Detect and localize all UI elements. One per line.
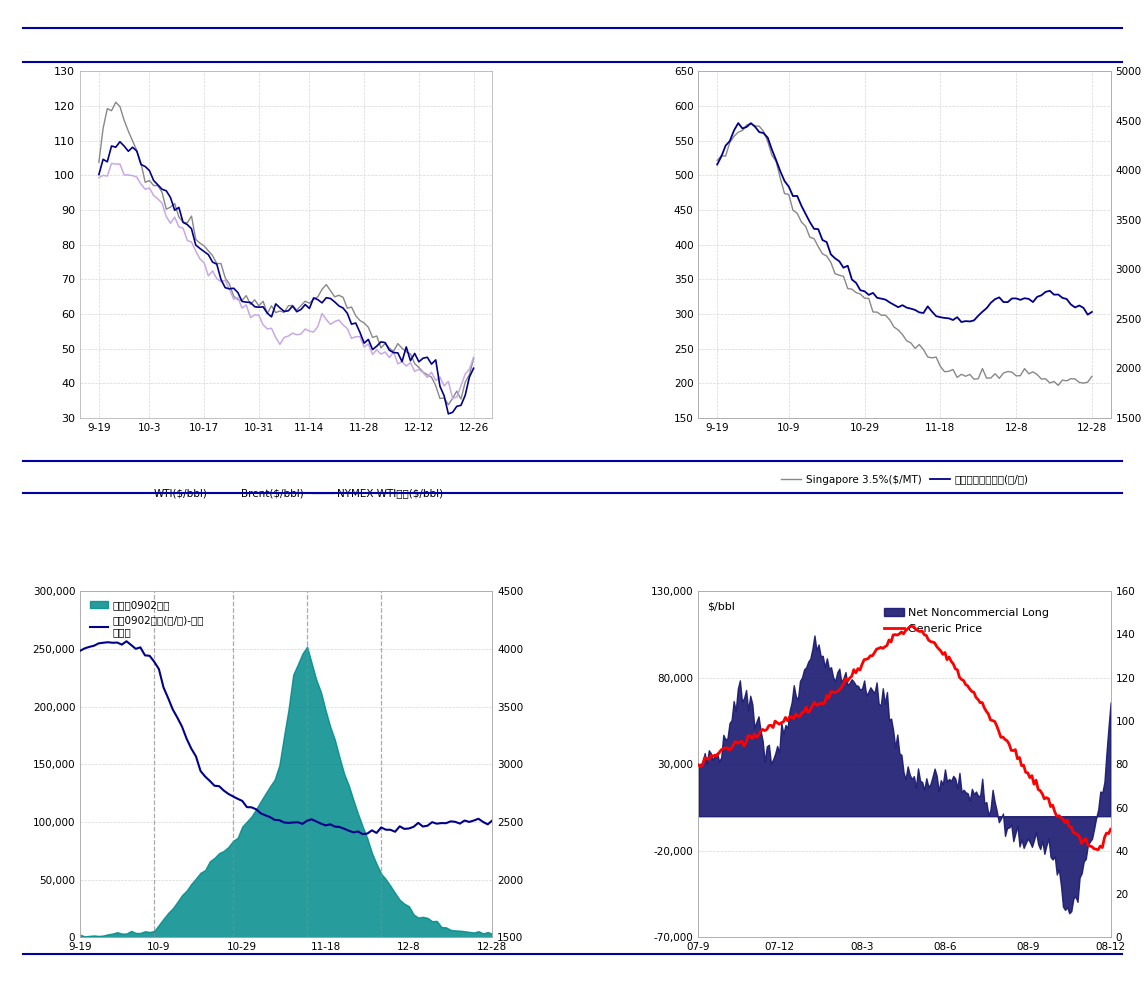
Legend: Net Noncommercial Long, Generic Price: Net Noncommercial Long, Generic Price (879, 603, 1053, 638)
Legend: Singapore 3.5%($/MT), 上期所燃料油连续(元/吨): Singapore 3.5%($/MT), 上期所燃料油连续(元/吨) (776, 470, 1033, 489)
Text: $/bbl: $/bbl (706, 601, 735, 611)
Legend: 燃料油0902持仓, 燃油0902价格(元/吨)-右轴
成交量: 燃料油0902持仓, 燃油0902价格(元/吨)-右轴 成交量 (86, 596, 208, 642)
Legend: WTI($/bbl), Brent($/bbl), NYMEX WTI连续($/bbl): WTI($/bbl), Brent($/bbl), NYMEX WTI连续($/… (125, 484, 448, 503)
